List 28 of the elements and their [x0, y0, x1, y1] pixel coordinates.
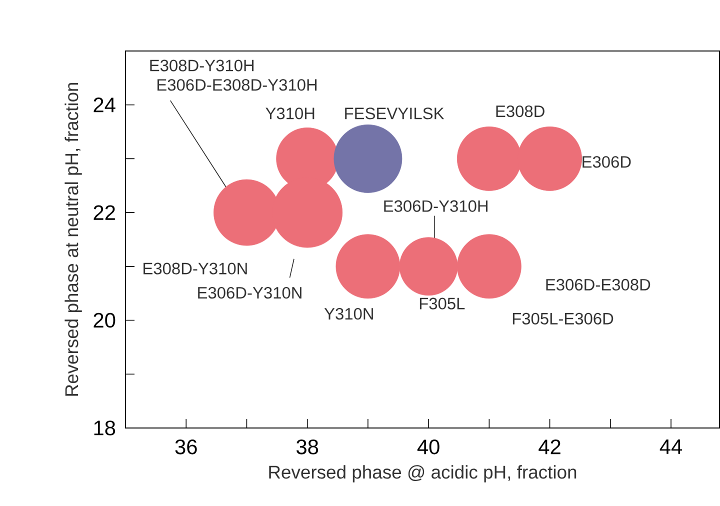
- y-tick-label: 22: [94, 205, 115, 220]
- x-tick-label: 38: [296, 440, 318, 454]
- annotation: Y310H: [266, 108, 314, 120]
- annotation: E306D-E308D: [546, 278, 650, 291]
- annotation: E306D-E308D-Y310H: [158, 79, 317, 91]
- annotation: FESEVYILSK: [345, 108, 444, 120]
- x-axis-title: Reversed phase @ acidic pH, fraction: [269, 465, 576, 482]
- annotation: Y310N: [324, 308, 373, 320]
- annotation: E308D: [496, 105, 544, 118]
- annotation: F305L-E306D: [512, 312, 614, 324]
- annotation: E306D-Y310N: [198, 286, 302, 299]
- point: [456, 234, 522, 299]
- annotation: E306D: [582, 156, 631, 168]
- x-tick-label: 36: [175, 440, 197, 454]
- y-tick-label: 18: [94, 420, 116, 436]
- x-tick-label: 42: [538, 440, 560, 454]
- x-tick-label: 44: [660, 440, 682, 454]
- y-axis-title: Reversed phase at neutral pH, fraction: [64, 82, 82, 396]
- point: [336, 234, 400, 299]
- point: [456, 126, 522, 191]
- y-tick-label: 24: [94, 98, 116, 112]
- x-tick-label: 40: [417, 440, 440, 454]
- point: [518, 126, 582, 191]
- annotation: E308D-Y310H: [150, 60, 254, 72]
- annotation: E308D-Y310N: [144, 262, 247, 274]
- y-tick-label: 20: [94, 312, 116, 328]
- annotation: F305L: [420, 298, 465, 310]
- annotation: E306D-Y310H: [384, 200, 488, 212]
